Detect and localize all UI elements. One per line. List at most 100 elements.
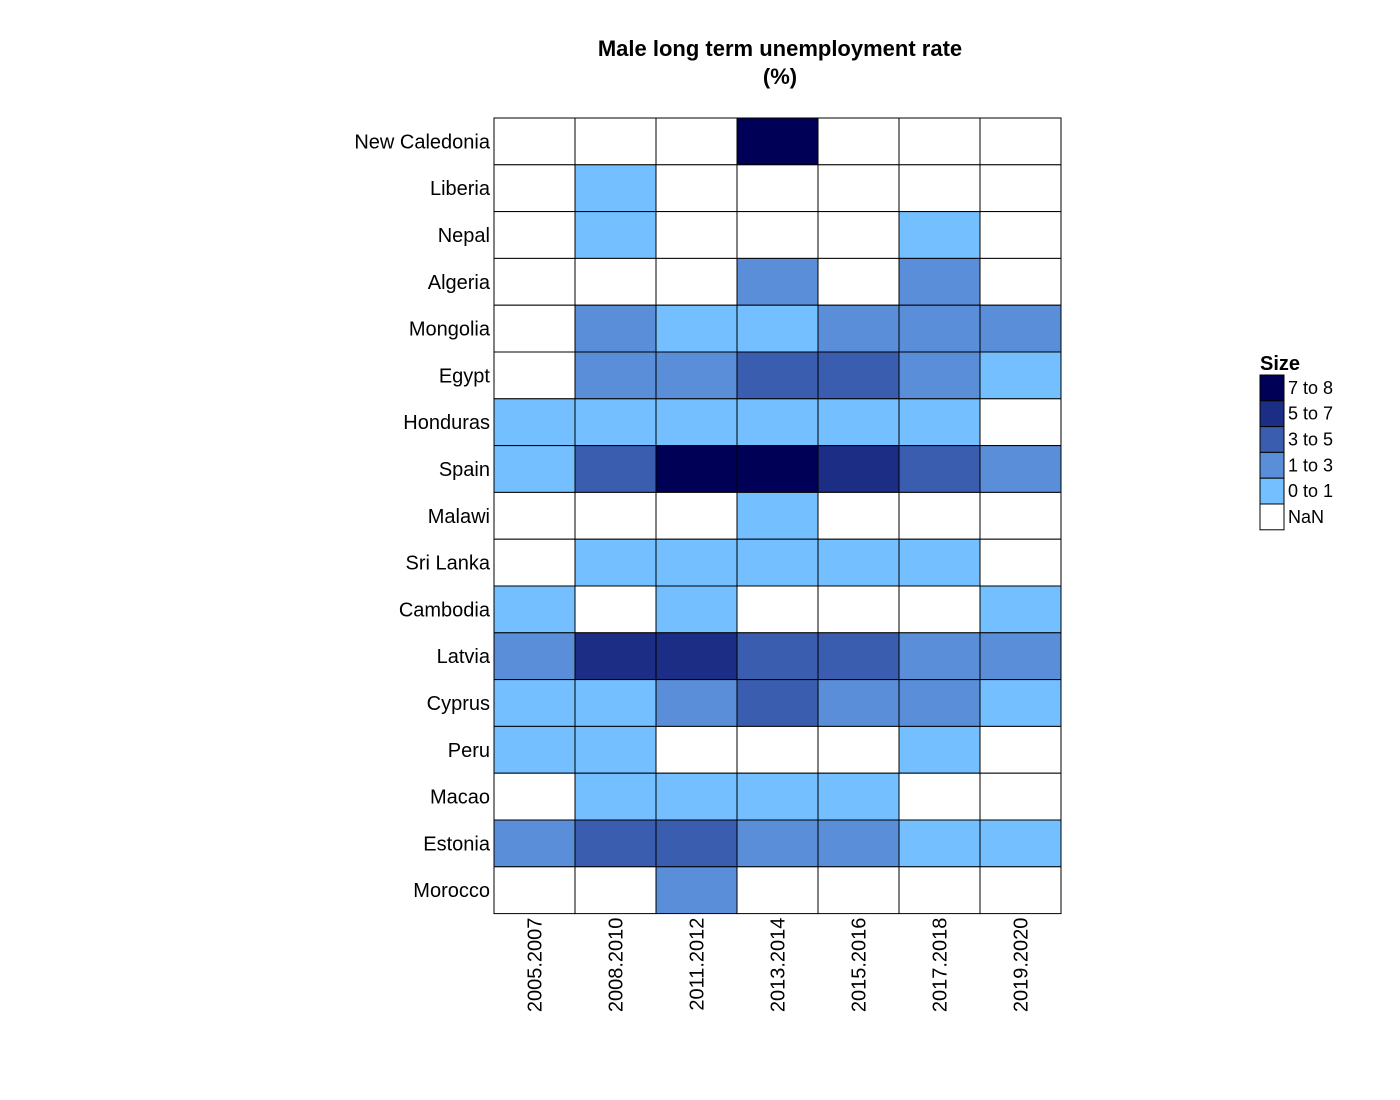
legend-label: NaN (1288, 507, 1324, 527)
heatmap-cell-liberia-2019-2020 (979, 164, 1062, 213)
heatmap-cell-cyprus-2013-2014 (736, 679, 819, 727)
heatmap-cell-honduras-2015-2016 (817, 398, 900, 447)
y-tick-label: Estonia (423, 833, 491, 855)
heatmap-cell-egypt-2019-2020 (979, 351, 1062, 400)
x-tick-label: 2015.2016 (849, 918, 871, 1013)
heatmap-cell-egypt-2005-2007 (493, 351, 576, 400)
legend-label: 3 to 5 (1288, 430, 1333, 450)
heatmap-cell-new-caledonia-2015-2016 (817, 117, 900, 166)
heatmap-cell-latvia-2008-2010 (574, 632, 657, 681)
legend-title: Size (1260, 353, 1300, 375)
legend-label: 0 to 1 (1288, 481, 1333, 501)
legend: Size 7 to 8 5 to 7 3 to 5 1 to 3 0 to 1 NaN (1259, 353, 1333, 531)
heatmap-cell-morocco-2017-2018 (898, 866, 981, 915)
heatmap-cell-sri-lanka-2017-2018 (898, 538, 981, 587)
heatmap-cell-nepal-2011-2012 (655, 211, 738, 259)
heatmap-cell-macao-2011-2012 (655, 772, 738, 821)
heatmap-cell-latvia-2015-2016 (817, 632, 900, 681)
heatmap-cell-mongolia-2013-2014 (736, 304, 819, 353)
heatmap-cell-sri-lanka-2019-2020 (979, 538, 1062, 587)
heatmap-cell-morocco-2005-2007 (493, 866, 576, 915)
heatmap-cell-mongolia-2015-2016 (817, 304, 900, 353)
y-tick-label: Egypt (439, 365, 491, 387)
y-tick-label: Algeria (428, 272, 491, 294)
heatmap-cell-algeria-2008-2010 (574, 257, 657, 306)
heatmap-cell-macao-2017-2018 (898, 772, 981, 821)
heatmap-cell-liberia-2015-2016 (817, 164, 900, 213)
heatmap-cell-morocco-2013-2014 (736, 866, 819, 915)
heatmap-cell-mongolia-2005-2007 (493, 304, 576, 353)
heatmap-cell-algeria-2005-2007 (493, 257, 576, 306)
heatmap-cell-mongolia-2011-2012 (655, 304, 738, 353)
heatmap-cell-estonia-2015-2016 (817, 819, 900, 868)
heatmap-cell-morocco-2011-2012 (655, 866, 738, 915)
heatmap-cell-nepal-2008-2010 (574, 211, 657, 259)
heatmap-cell-new-caledonia-2013-2014 (736, 117, 819, 166)
x-tick-label: 2005.2007 (525, 918, 547, 1013)
legend-label: 1 to 3 (1288, 455, 1333, 475)
heatmap-cell-nepal-2015-2016 (817, 211, 900, 259)
heatmap-cell-cyprus-2005-2007 (493, 679, 576, 727)
heatmap-cell-macao-2005-2007 (493, 772, 576, 821)
heatmap-cell-spain-2019-2020 (979, 445, 1062, 493)
y-tick-label: Mongolia (409, 319, 491, 341)
heatmap-cell-liberia-2013-2014 (736, 164, 819, 213)
heatmap-cell-malawi-2005-2007 (493, 491, 576, 540)
heatmap-cell-mongolia-2019-2020 (979, 304, 1062, 353)
heatmap-cell-new-caledonia-2011-2012 (655, 117, 738, 166)
legend-label: 5 to 7 (1288, 404, 1333, 424)
heatmap-cell-estonia-2013-2014 (736, 819, 819, 868)
heatmap-cells (493, 117, 1062, 915)
heatmap-cell-honduras-2011-2012 (655, 398, 738, 447)
heatmap-cell-spain-2015-2016 (817, 445, 900, 493)
heatmap-cell-spain-2017-2018 (898, 445, 981, 493)
heatmap-cell-morocco-2019-2020 (979, 866, 1062, 915)
legend-swatch-1-to-3 (1259, 451, 1285, 479)
heatmap-cell-latvia-2017-2018 (898, 632, 981, 681)
heatmap-cell-sri-lanka-2013-2014 (736, 538, 819, 587)
heatmap-cell-cambodia-2019-2020 (979, 585, 1062, 634)
heatmap-cell-cambodia-2013-2014 (736, 585, 819, 634)
heatmap-cell-peru-2005-2007 (493, 725, 576, 774)
heatmap-cell-cyprus-2019-2020 (979, 679, 1062, 727)
heatmap-cell-cyprus-2011-2012 (655, 679, 738, 727)
heatmap-cell-malawi-2013-2014 (736, 491, 819, 540)
heatmap-cell-macao-2008-2010 (574, 772, 657, 821)
heatmap-cell-morocco-2015-2016 (817, 866, 900, 915)
y-axis-labels: New Caledonia Liberia Nepal Algeria Mongolia… (354, 131, 491, 902)
heatmap-cell-algeria-2019-2020 (979, 257, 1062, 306)
heatmap-cell-algeria-2011-2012 (655, 257, 738, 306)
legend-swatch-7-to-8 (1259, 374, 1285, 402)
x-tick-label: 2011.2012 (687, 918, 709, 1011)
heatmap-cell-peru-2019-2020 (979, 725, 1062, 774)
y-tick-label: Morocco (413, 880, 490, 902)
heatmap-cell-malawi-2017-2018 (898, 491, 981, 540)
legend-swatch-nan (1259, 503, 1285, 531)
heatmap-cell-liberia-2005-2007 (493, 164, 576, 213)
heatmap-cell-macao-2019-2020 (979, 772, 1062, 821)
heatmap-cell-honduras-2005-2007 (493, 398, 576, 447)
legend-swatch-3-to-5 (1259, 426, 1285, 453)
heatmap-cell-malawi-2019-2020 (979, 491, 1062, 540)
heatmap-cell-sri-lanka-2005-2007 (493, 538, 576, 587)
y-tick-label: Nepal (438, 225, 490, 247)
heatmap-cell-new-caledonia-2017-2018 (898, 117, 981, 166)
heatmap-cell-egypt-2011-2012 (655, 351, 738, 400)
heatmap-cell-cambodia-2008-2010 (574, 585, 657, 634)
heatmap-cell-peru-2008-2010 (574, 725, 657, 774)
legend-swatch-0-to-1 (1259, 477, 1285, 505)
heatmap-cell-spain-2008-2010 (574, 445, 657, 493)
x-axis-labels: 2005.2007 2008.2010 2011.2012 2013.2014 2015… (525, 918, 1033, 1013)
heatmap-cell-cyprus-2017-2018 (898, 679, 981, 727)
heatmap-cell-malawi-2015-2016 (817, 491, 900, 540)
heatmap-cell-new-caledonia-2008-2010 (574, 117, 657, 166)
heatmap-cell-liberia-2008-2010 (574, 164, 657, 213)
heatmap-cell-honduras-2019-2020 (979, 398, 1062, 447)
y-tick-label: New Caledonia (354, 131, 491, 153)
heatmap-cell-nepal-2017-2018 (898, 211, 981, 259)
heatmap-cell-latvia-2005-2007 (493, 632, 576, 681)
heatmap-cell-estonia-2008-2010 (574, 819, 657, 868)
heatmap-cell-peru-2013-2014 (736, 725, 819, 774)
heatmap-cell-new-caledonia-2019-2020 (979, 117, 1062, 166)
